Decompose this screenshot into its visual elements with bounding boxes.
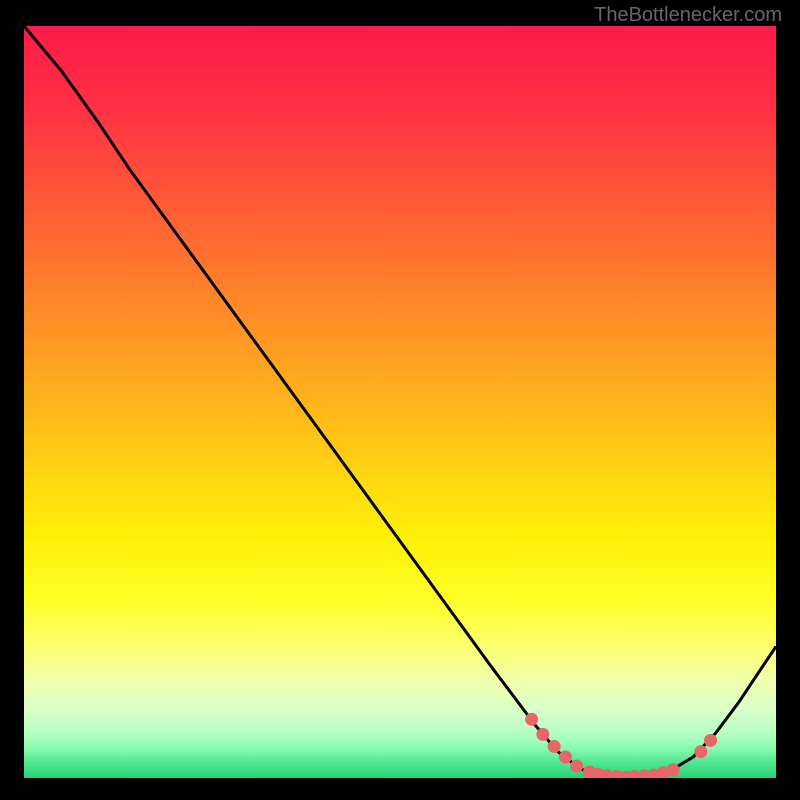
chart-svg [24,26,776,778]
gradient-background [24,26,776,778]
marker-point [559,751,571,763]
plot-area [24,26,776,778]
marker-point [571,760,583,772]
watermark-text: TheBottlenecker.com [594,4,782,27]
marker-point [705,734,717,746]
marker-point [548,740,560,752]
chart-container: TheBottlenecker.com [0,0,800,800]
marker-point [667,764,679,776]
marker-point [695,746,707,758]
marker-point [537,728,549,740]
marker-point [526,713,538,725]
